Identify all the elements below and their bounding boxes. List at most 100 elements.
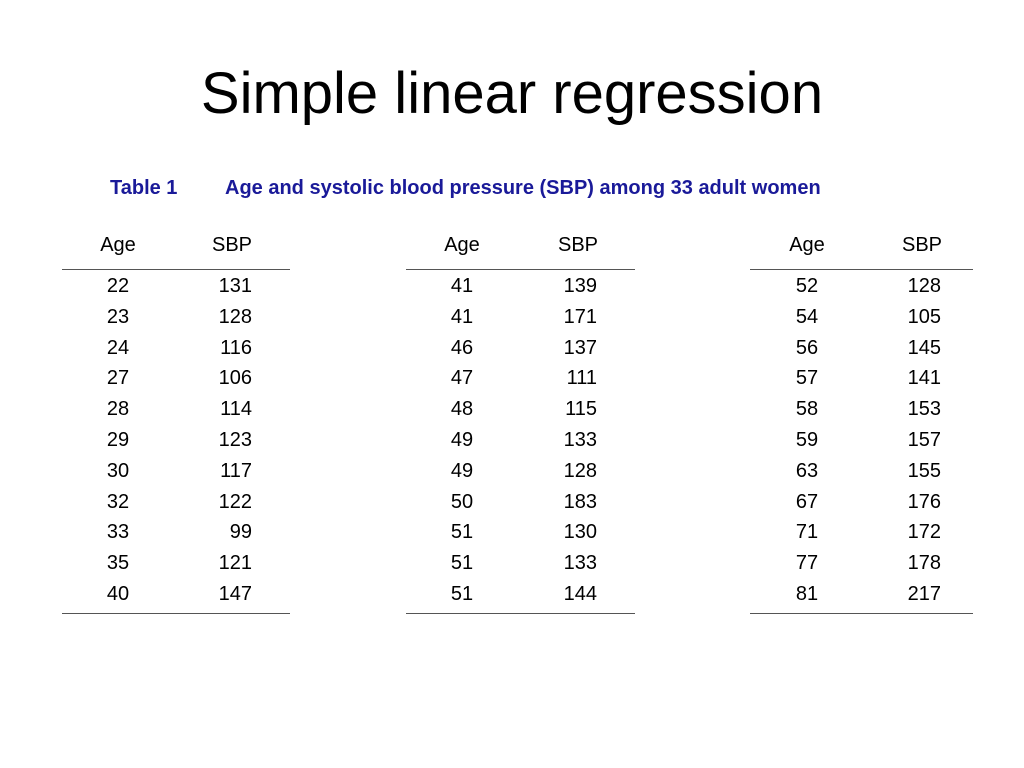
table-row: 57 141 bbox=[750, 363, 973, 394]
age-cell: 33 bbox=[106, 521, 130, 544]
sbp-cell: 217 bbox=[907, 582, 941, 605]
table-caption-label: Table 1 bbox=[110, 177, 178, 199]
sbp-cell: 128 bbox=[218, 305, 252, 328]
age-cell: 71 bbox=[795, 521, 819, 544]
sbp-cell: 153 bbox=[907, 398, 941, 421]
age-cell: 49 bbox=[450, 459, 474, 482]
sbp-cell: 117 bbox=[220, 459, 252, 482]
table-row: 32 122 bbox=[62, 487, 290, 518]
sbp-cell: 105 bbox=[907, 305, 941, 328]
age-cell: 41 bbox=[450, 275, 474, 297]
sbp-cell: 141 bbox=[907, 367, 941, 390]
sbp-cell: 133 bbox=[563, 552, 597, 575]
table-row: 49 128 bbox=[406, 456, 635, 487]
age-cell: 28 bbox=[106, 398, 130, 421]
table-block-2: Age SBP 41 139 41 171 46 137 47 111 48 115 49 133 49… bbox=[406, 230, 635, 614]
sbp-cell: 114 bbox=[220, 398, 252, 421]
age-cell: 51 bbox=[450, 552, 474, 575]
table-header-row: Age SBP bbox=[62, 230, 290, 270]
sbp-cell: 133 bbox=[563, 428, 597, 451]
table-row: 48 115 bbox=[406, 394, 635, 425]
table-body: 41 139 41 171 46 137 47 111 48 115 49 133 49 128 50 183… bbox=[406, 270, 635, 614]
sbp-cell: 116 bbox=[220, 336, 252, 359]
age-cell: 30 bbox=[106, 459, 130, 482]
age-cell: 22 bbox=[106, 275, 130, 297]
age-cell: 77 bbox=[795, 552, 819, 575]
table-row: 59 157 bbox=[750, 425, 973, 456]
age-cell: 67 bbox=[795, 490, 819, 513]
sbp-cell: 128 bbox=[907, 275, 941, 297]
table-row: 30 117 bbox=[62, 456, 290, 487]
table-row: 22 131 bbox=[62, 271, 290, 302]
table-header-row: Age SBP bbox=[406, 230, 635, 270]
table-header-row: Age SBP bbox=[750, 230, 973, 270]
sbp-cell: 178 bbox=[907, 552, 941, 575]
sbp-cell: 115 bbox=[565, 398, 597, 421]
sbp-cell: 128 bbox=[563, 459, 597, 482]
age-cell: 47 bbox=[450, 367, 474, 390]
table-row: 77 178 bbox=[750, 548, 973, 579]
age-cell: 50 bbox=[450, 490, 474, 513]
table-row: 51 144 bbox=[406, 579, 635, 610]
sbp-cell: 176 bbox=[907, 490, 941, 513]
sbp-cell: 131 bbox=[218, 275, 252, 297]
sbp-cell: 155 bbox=[907, 459, 941, 482]
age-cell: 56 bbox=[795, 336, 819, 359]
table-row: 28 114 bbox=[62, 394, 290, 425]
sbp-cell: 172 bbox=[907, 521, 941, 544]
age-cell: 29 bbox=[106, 428, 130, 451]
table-row: 33 99 bbox=[62, 517, 290, 548]
sbp-cell: 111 bbox=[566, 367, 597, 390]
table-row: 50 183 bbox=[406, 487, 635, 518]
age-column-header: Age bbox=[789, 234, 825, 256]
table-row: 23 128 bbox=[62, 302, 290, 333]
table-block-3: Age SBP 52 128 54 105 56 145 57 141 58 153 59 157 63… bbox=[750, 230, 973, 614]
age-cell: 52 bbox=[795, 275, 819, 297]
age-cell: 57 bbox=[795, 367, 819, 390]
sbp-cell: 123 bbox=[218, 428, 252, 451]
age-column-header: Age bbox=[100, 234, 136, 256]
age-cell: 24 bbox=[106, 336, 130, 359]
sbp-column-header: SBP bbox=[901, 234, 943, 256]
table-row: 29 123 bbox=[62, 425, 290, 456]
table-row: 54 105 bbox=[750, 302, 973, 333]
age-cell: 23 bbox=[106, 305, 130, 328]
table-row: 41 139 bbox=[406, 271, 635, 302]
age-cell: 51 bbox=[450, 582, 474, 605]
sbp-cell: 122 bbox=[218, 490, 252, 513]
age-cell: 48 bbox=[450, 398, 474, 421]
age-cell: 49 bbox=[450, 428, 474, 451]
sbp-cell: 130 bbox=[563, 521, 597, 544]
age-cell: 35 bbox=[106, 552, 130, 575]
sbp-column-header: SBP bbox=[211, 234, 253, 256]
age-cell: 40 bbox=[106, 582, 130, 605]
table-row: 49 133 bbox=[406, 425, 635, 456]
table-row: 24 116 bbox=[62, 333, 290, 364]
age-cell: 63 bbox=[795, 459, 819, 482]
age-cell: 27 bbox=[106, 367, 130, 390]
age-cell: 51 bbox=[450, 521, 474, 544]
age-cell: 81 bbox=[795, 582, 819, 605]
table-row: 27 106 bbox=[62, 363, 290, 394]
sbp-cell: 144 bbox=[563, 582, 597, 605]
age-cell: 41 bbox=[450, 305, 474, 328]
table-row: 52 128 bbox=[750, 271, 973, 302]
sbp-cell: 137 bbox=[563, 336, 597, 359]
sbp-cell: 147 bbox=[218, 582, 252, 605]
table-caption-text: Age and systolic blood pressure (SBP) am… bbox=[225, 177, 821, 199]
table-block-1: Age SBP 22 131 23 128 24 116 27 106 28 114 29 123 30… bbox=[62, 230, 290, 614]
age-column-header: Age bbox=[444, 234, 480, 256]
table-row: 40 147 bbox=[62, 579, 290, 610]
table-row: 81 217 bbox=[750, 579, 973, 610]
table-body: 52 128 54 105 56 145 57 141 58 153 59 157 63 155 67 176… bbox=[750, 270, 973, 614]
table-row: 67 176 bbox=[750, 487, 973, 518]
sbp-cell: 99 bbox=[229, 521, 252, 544]
sbp-cell: 121 bbox=[218, 552, 252, 575]
table-row: 51 130 bbox=[406, 517, 635, 548]
sbp-cell: 106 bbox=[218, 367, 252, 390]
age-cell: 54 bbox=[795, 305, 819, 328]
table-row: 51 133 bbox=[406, 548, 635, 579]
sbp-cell: 157 bbox=[907, 428, 941, 451]
slide-title: Simple linear regression bbox=[200, 61, 824, 126]
